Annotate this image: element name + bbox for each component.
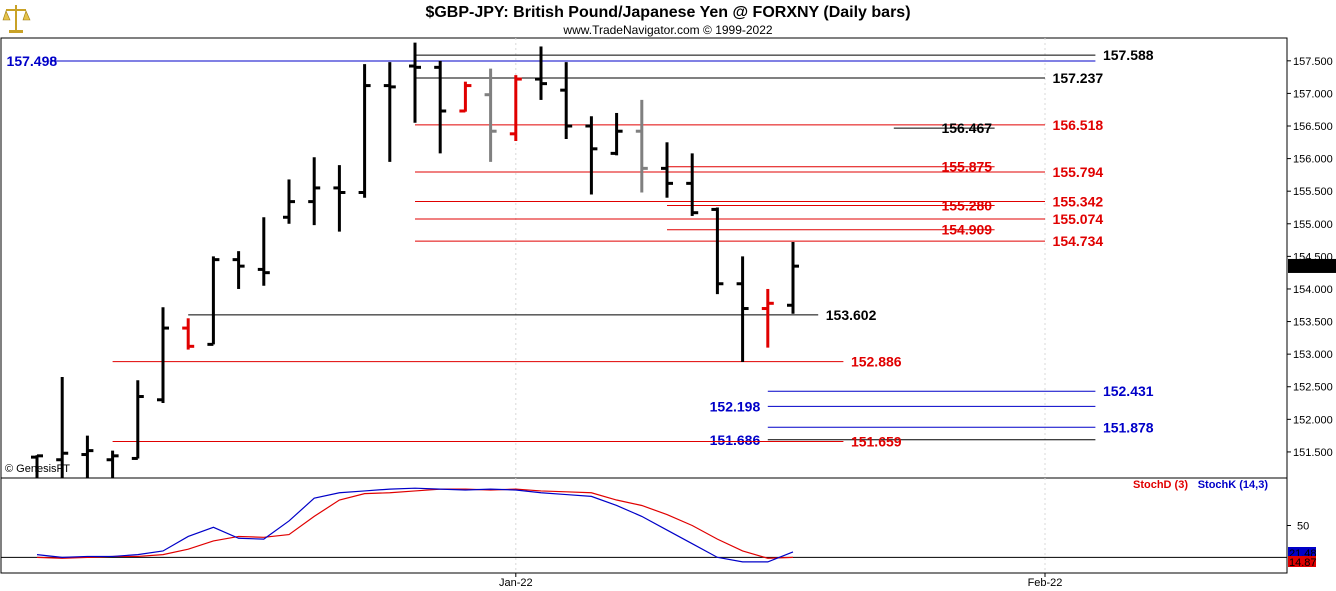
watermark: © GenesisFT: [5, 463, 70, 475]
level-label: 152.886: [851, 354, 902, 370]
price-axis-tick-label: 156.500: [1293, 121, 1333, 133]
level-label: 156.518: [1053, 117, 1104, 133]
legend-stoch-d: StochD (3): [1133, 479, 1188, 491]
price-axis-tick-label: 153.000: [1293, 349, 1333, 361]
level-label: 154.909: [941, 222, 992, 238]
grid-layer: [1, 38, 1287, 573]
level-label: 155.280: [941, 198, 992, 214]
stoch-layer: [36, 487, 794, 563]
level-label: 153.602: [826, 307, 877, 323]
price-axis-tick-label: 155.000: [1293, 219, 1333, 231]
level-label: 151.686: [710, 432, 761, 448]
axis-layer: 157.500 157.000 156.500 156.000 155.500 155.0…: [499, 56, 1336, 589]
level-label: 155.794: [1053, 164, 1104, 180]
bar-layer: [31, 42, 799, 478]
price-axis-tick-label: 153.500: [1293, 317, 1333, 329]
chart-title: $GBP-JPY: British Pound/Japanese Yen @ F…: [425, 4, 910, 21]
stoch-panel: [0, 477, 1288, 574]
price-axis-tick-label: 157.000: [1293, 88, 1333, 100]
stoch-axis-tick-label: 50: [1297, 521, 1309, 533]
level-label: 157.588: [1103, 47, 1154, 63]
stoch-value-badge: 14.87: [1289, 557, 1317, 569]
level-label: 155.342: [1053, 193, 1104, 209]
price-axis-tick-label: 157.500: [1293, 56, 1333, 68]
price-panel: [0, 37, 1288, 479]
gold-scales-icon: [2, 5, 31, 33]
x-axis-label: Feb-22: [1028, 577, 1063, 589]
level-label: 152.431: [1103, 383, 1154, 399]
level-label: 155.875: [941, 159, 992, 175]
stoch-value-badge-bg: [1288, 556, 1316, 567]
level-label: 156.467: [941, 120, 992, 136]
level-label: 154.734: [1053, 233, 1104, 249]
price-axis-tick-label: 151.500: [1293, 447, 1333, 459]
level-label: 157.498: [7, 53, 58, 69]
price-axis-tick-label: 155.500: [1293, 186, 1333, 198]
price-axis-tick-label: 152.500: [1293, 382, 1333, 394]
level-layer: 157.588 157.498 157.237 156.518 156.467 155.8…: [7, 47, 1154, 449]
last-price-badge-bg: [1288, 258, 1336, 273]
level-label: 152.198: [710, 398, 761, 414]
level-label: 155.074: [1053, 211, 1104, 227]
level-label: 151.659: [851, 434, 902, 450]
stoch-value-badge-bg: [1288, 547, 1316, 558]
x-axis-label: Jan-22: [499, 577, 533, 589]
last-price-badge: 154.353: [1290, 261, 1330, 273]
legend-stoch-k: StochK (14,3): [1198, 479, 1269, 491]
price-axis-tick-label: 154.000: [1293, 284, 1333, 296]
level-label: 151.878: [1103, 419, 1154, 435]
stoch-series-line: [36, 487, 794, 563]
chart-subtitle: www.TradeNavigator.com © 1999-2022: [562, 23, 772, 37]
price-axis-tick-label: 156.000: [1293, 154, 1333, 166]
level-label: 157.237: [1053, 70, 1104, 86]
stoch-series-line: [36, 488, 794, 559]
price-axis-tick-label: 152.000: [1293, 414, 1333, 426]
